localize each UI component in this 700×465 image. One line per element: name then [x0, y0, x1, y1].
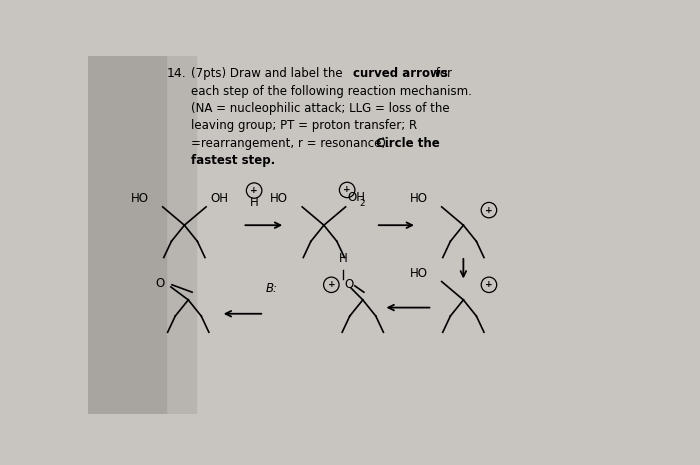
Text: for: for [432, 67, 452, 80]
Text: HO: HO [270, 193, 288, 206]
Text: OH: OH [210, 193, 228, 206]
Text: HO: HO [410, 193, 428, 206]
Text: H: H [339, 252, 348, 266]
Text: Circle the: Circle the [376, 137, 440, 150]
Text: H: H [250, 196, 258, 209]
Text: O: O [155, 277, 164, 290]
Text: +: + [328, 280, 335, 289]
Text: +: + [343, 186, 351, 194]
Text: leaving group; PT = proton transfer; R: leaving group; PT = proton transfer; R [191, 120, 417, 133]
Text: each step of the following reaction mechanism.: each step of the following reaction mech… [191, 85, 473, 98]
Text: HO: HO [131, 193, 148, 206]
Text: (7pts) Draw and label the: (7pts) Draw and label the [191, 67, 346, 80]
Text: +: + [485, 206, 493, 215]
Text: +: + [251, 186, 258, 195]
Bar [88, 56, 166, 414]
Text: +: + [485, 280, 493, 289]
Text: curved arrows: curved arrows [353, 67, 447, 80]
Text: B:: B: [266, 282, 278, 295]
Text: fastest step.: fastest step. [191, 154, 276, 167]
Text: OH: OH [347, 191, 365, 204]
Text: 2: 2 [360, 199, 365, 208]
Text: =rearrangement, r = resonance).: =rearrangement, r = resonance). [191, 137, 394, 150]
Text: O: O [345, 278, 354, 291]
Bar [88, 56, 196, 414]
Text: (NA = nucleophilic attack; LLG = loss of the: (NA = nucleophilic attack; LLG = loss of… [191, 102, 450, 115]
Text: 14.: 14. [167, 67, 186, 80]
Text: HO: HO [410, 267, 428, 280]
